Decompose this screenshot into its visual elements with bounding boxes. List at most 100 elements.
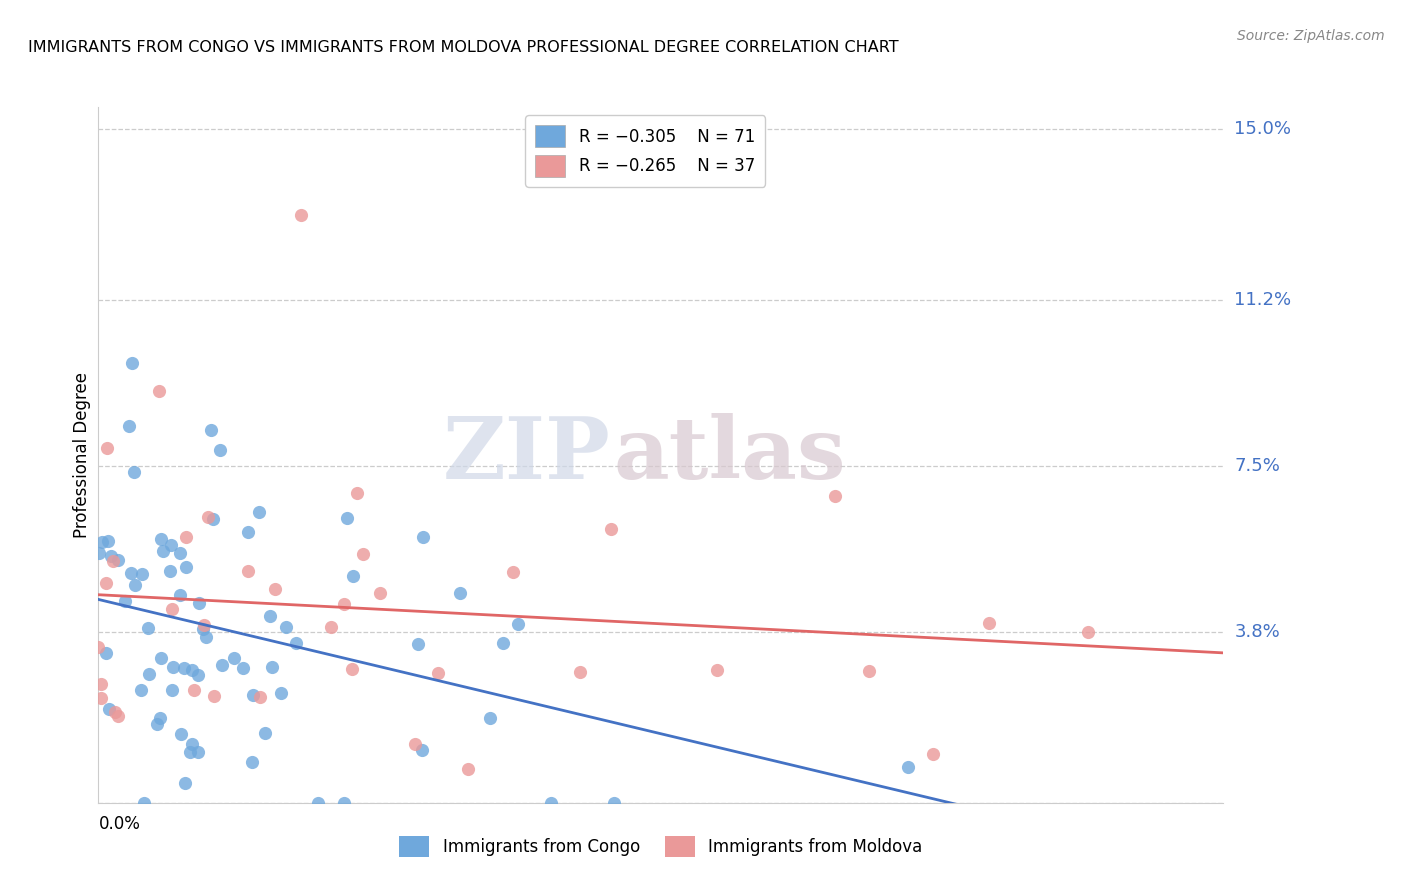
Text: 3.8%: 3.8%	[1234, 624, 1279, 641]
Point	[174, 530, 197, 544]
Point	[259, 609, 281, 624]
Point	[568, 665, 591, 679]
Point	[427, 665, 450, 680]
Point	[858, 665, 880, 679]
Point	[342, 569, 364, 583]
Point	[336, 511, 359, 525]
Text: 0.0%: 0.0%	[98, 815, 141, 833]
Point	[224, 650, 246, 665]
Point	[162, 683, 184, 698]
Point	[263, 582, 285, 597]
Point	[404, 737, 426, 751]
Point	[124, 578, 146, 592]
Point	[118, 418, 141, 433]
Point	[187, 745, 209, 759]
Text: IMMIGRANTS FROM CONGO VS IMMIGRANTS FROM MOLDOVA PROFESSIONAL DEGREE CORRELATION: IMMIGRANTS FROM CONGO VS IMMIGRANTS FROM…	[28, 40, 898, 55]
Point	[122, 465, 145, 479]
Point	[508, 617, 530, 632]
Point	[131, 566, 153, 581]
Point	[150, 533, 173, 547]
Point	[107, 709, 129, 723]
Point	[173, 775, 195, 789]
Point	[824, 489, 846, 503]
Point	[100, 549, 122, 563]
Point	[94, 646, 117, 660]
Point	[492, 635, 515, 649]
Point	[120, 566, 142, 580]
Text: 15.0%: 15.0%	[1234, 120, 1291, 138]
Point	[134, 796, 156, 810]
Point	[236, 564, 259, 578]
Point	[247, 505, 270, 519]
Point	[319, 620, 342, 634]
Point	[307, 796, 329, 810]
Point	[103, 554, 125, 568]
Point	[90, 691, 112, 706]
Point	[187, 668, 209, 682]
Point	[179, 745, 201, 759]
Point	[90, 534, 112, 549]
Point	[169, 588, 191, 602]
Point	[148, 384, 170, 399]
Point	[406, 637, 429, 651]
Point	[181, 663, 204, 677]
Point	[96, 575, 118, 590]
Point	[236, 524, 259, 539]
Point	[290, 208, 312, 222]
Point	[87, 546, 110, 560]
Point	[97, 702, 120, 716]
Point	[249, 690, 271, 704]
Point	[90, 677, 112, 691]
Point	[540, 796, 562, 810]
Point	[208, 442, 231, 457]
Point	[152, 544, 174, 558]
Point	[240, 755, 263, 769]
Point	[107, 553, 129, 567]
Point	[333, 796, 356, 810]
Point	[599, 522, 621, 536]
Point	[922, 747, 945, 761]
Point	[191, 622, 214, 636]
Point	[181, 737, 204, 751]
Point	[174, 560, 197, 574]
Point	[97, 534, 120, 549]
Point	[200, 423, 222, 437]
Text: ZIP: ZIP	[443, 413, 610, 497]
Text: 7.5%: 7.5%	[1234, 457, 1281, 475]
Point	[183, 683, 205, 698]
Point	[159, 564, 181, 578]
Text: atlas: atlas	[613, 413, 846, 497]
Point	[136, 621, 159, 635]
Point	[197, 510, 219, 524]
Point	[412, 530, 434, 544]
Point	[138, 667, 160, 681]
Point	[87, 640, 110, 655]
Point	[449, 585, 471, 599]
Point	[121, 356, 143, 370]
Point	[706, 663, 728, 677]
Point	[977, 615, 1000, 630]
Point	[897, 760, 920, 774]
Point	[146, 717, 169, 731]
Point	[211, 658, 233, 673]
Point	[194, 630, 217, 644]
Point	[274, 620, 297, 634]
Point	[149, 711, 172, 725]
Point	[411, 743, 433, 757]
Point	[333, 597, 356, 611]
Point	[602, 796, 624, 810]
Point	[285, 636, 308, 650]
Point	[232, 661, 254, 675]
Point	[479, 711, 502, 725]
Legend: Immigrants from Congo, Immigrants from Moldova: Immigrants from Congo, Immigrants from M…	[392, 830, 929, 864]
Point	[149, 650, 172, 665]
Point	[193, 618, 215, 632]
Point	[457, 762, 479, 776]
Point	[270, 686, 292, 700]
Point	[202, 689, 225, 703]
Point	[187, 596, 209, 610]
Point	[104, 705, 127, 719]
Point	[162, 660, 184, 674]
Point	[352, 547, 374, 561]
Point	[129, 682, 152, 697]
